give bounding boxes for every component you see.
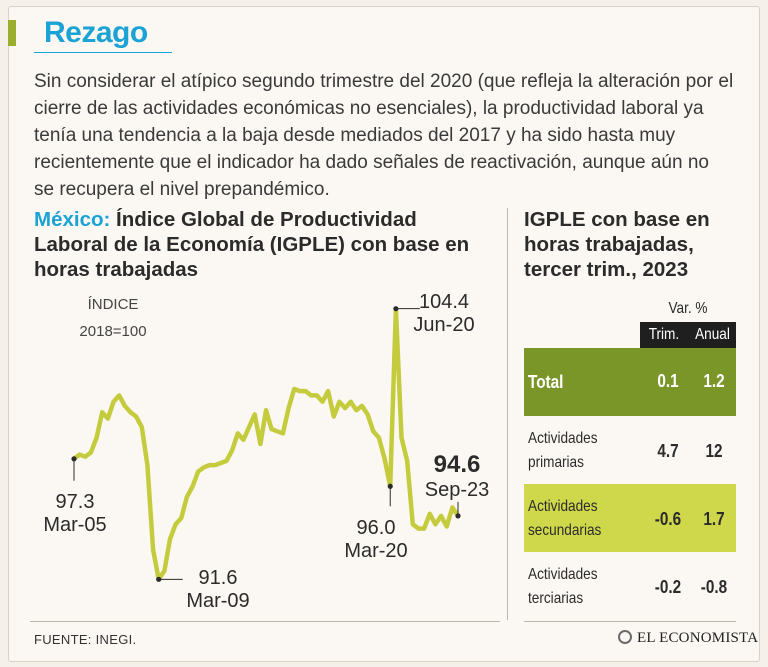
chart-title: México: Índice Global de Productividad L… (34, 207, 494, 282)
annotation-value: 94.6 (434, 451, 481, 478)
annotation-date: Mar-05 (43, 514, 106, 536)
table-header: Trim. Anual (640, 322, 736, 348)
annotation-date: Sep-23 (425, 479, 490, 501)
row-trim-value: -0.2 (654, 577, 682, 597)
row-anual-value: -0.8 (700, 577, 728, 597)
annotation-marker (156, 576, 162, 582)
footer-rule-right (524, 621, 736, 622)
table-row-terciarias: Actividades terciarias -0.2 -0.8 (524, 552, 736, 620)
chart-title-country: México: (34, 208, 111, 231)
table-row-total: Total 0.1 1.2 (524, 348, 736, 416)
headline-underline (34, 52, 172, 53)
headline: Rezago (44, 16, 148, 49)
vertical-divider (507, 208, 508, 620)
header-trim: Trim. (648, 326, 680, 343)
annotation-value: 104.4 (419, 291, 469, 313)
footer-rule-left (30, 621, 500, 622)
var-percent-label: Var. % (668, 300, 708, 317)
row-label-line1: Actividades (528, 566, 598, 583)
annotation-date: Mar-09 (186, 590, 249, 612)
brand-name: EL ECONOMISTA (637, 630, 759, 646)
series-line (71, 306, 461, 582)
table-row-secundarias: Actividades secundarias -0.6 1.7 (524, 484, 736, 552)
table-row-primarias: Actividades primarias 4.7 12 (524, 416, 736, 484)
y-axis-label-line1: ÍNDICE (87, 296, 139, 313)
row-label-line1: Actividades (528, 498, 598, 515)
row-label-line2: secundarias (528, 522, 602, 539)
annotation-date: Mar-20 (344, 540, 407, 562)
annotation-value: 91.6 (199, 567, 238, 589)
headline-accent-bar (8, 20, 16, 46)
chart-line-layer (71, 306, 461, 582)
annotation-value: 96.0 (357, 517, 396, 539)
y-axis-label-line2: 2018=100 (79, 323, 147, 340)
brand-logo: EL ECONOMISTA (618, 630, 758, 647)
source-note: FUENTE: INEGI. (34, 632, 137, 647)
row-anual-value: 12 (705, 441, 723, 461)
chart-title-text: Índice Global de Productividad Laboral d… (34, 208, 470, 281)
header-anual: Anual (695, 326, 730, 343)
row-label-line2: primarias (528, 454, 584, 471)
infographic-frame (8, 6, 760, 662)
table-title: IGPLE con base en horas trabajadas, terc… (524, 208, 710, 281)
row-trim-value: -0.6 (654, 509, 682, 529)
row-label-line2: terciarias (528, 590, 584, 607)
annotation-value: 97.3 (56, 491, 95, 513)
row-anual-value: 1.7 (703, 509, 725, 529)
row-label-line1: Actividades (528, 430, 598, 447)
row-label: Total (528, 372, 564, 392)
row-anual-value: 1.2 (703, 371, 725, 391)
brand-icon (618, 630, 632, 644)
intro-paragraph: Sin considerar el atípico segundo trimes… (34, 71, 734, 200)
annotation-date: Jun-20 (413, 314, 474, 336)
row-trim-value: 4.7 (657, 441, 679, 461)
row-trim-value: 0.1 (657, 371, 679, 391)
